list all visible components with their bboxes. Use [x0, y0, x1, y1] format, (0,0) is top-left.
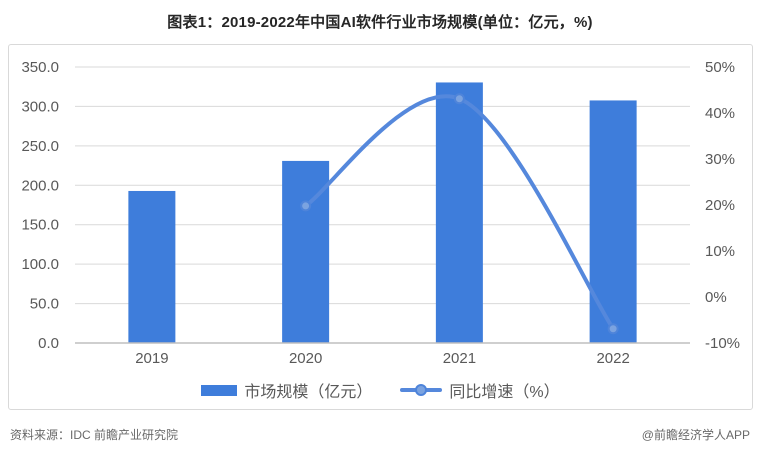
growth-line-marker: [607, 323, 619, 335]
legend-label-market-size: 市场规模（亿元）: [244, 384, 373, 401]
left-axis-tick-label: 150.0: [21, 217, 59, 234]
left-axis-tick-label: 200.0: [21, 177, 59, 194]
x-axis-category-label: 2020: [289, 350, 322, 367]
right-axis-tick-label: -10%: [705, 335, 740, 352]
right-axis-tick-label: 20%: [705, 197, 735, 214]
growth-line-marker: [453, 93, 465, 105]
chart-container: 0.0 50.0 100.0 150.0 200.0 250.0 300.0 350.0 -10…: [8, 44, 753, 410]
right-axis-tick-label: 0%: [705, 289, 727, 306]
left-axis-tick-label: 100.0: [21, 256, 59, 273]
bar-2021: [435, 82, 483, 344]
x-axis-category-label: 2021: [443, 350, 476, 367]
bar-2022: [589, 100, 637, 343]
bar-swatch-icon: [201, 384, 238, 396]
line-swatch-icon: [400, 384, 443, 396]
left-axis-tick-label: 50.0: [30, 296, 59, 313]
right-axis-tick-label: 10%: [705, 243, 735, 260]
x-axis-category-label: 2022: [596, 350, 629, 367]
legend-item-growth-rate: 同比增速（%）: [400, 378, 560, 402]
right-axis-tick-label: 50%: [705, 59, 735, 76]
x-axis-category-label: 2019: [135, 350, 168, 367]
right-axis-tick-label: 30%: [705, 151, 735, 168]
growth-line-marker: [300, 200, 312, 212]
bar-2019: [128, 190, 176, 343]
source-text: 资料来源：IDC 前瞻产业研究院: [10, 428, 179, 442]
left-axis-tick-label: 300.0: [21, 98, 59, 115]
footer: 资料来源：IDC 前瞻产业研究院 @前瞻经济学人APP: [10, 426, 750, 443]
watermark-text: @前瞻经济学人APP: [641, 428, 750, 442]
left-axis-tick-label: 0.0: [38, 335, 59, 352]
left-axis-tick-label: 250.0: [21, 138, 59, 155]
right-axis-tick-label: 40%: [705, 105, 735, 122]
line-swatch-dot-icon: [415, 384, 428, 396]
left-axis-tick-label: 350.0: [21, 59, 59, 76]
chart-title: 图表1：2019-2022年中国AI软件行业市场规模(单位：亿元，%): [167, 14, 593, 31]
chart-plot: 0.0 50.0 100.0 150.0 200.0 250.0 300.0 350.0 -10…: [21, 59, 740, 367]
chart-legend: 市场规模（亿元） 同比增速（%）: [9, 379, 752, 401]
legend-label-growth-rate: 同比增速（%）: [449, 384, 560, 401]
legend-item-market-size: 市场规模（亿元）: [201, 378, 372, 402]
